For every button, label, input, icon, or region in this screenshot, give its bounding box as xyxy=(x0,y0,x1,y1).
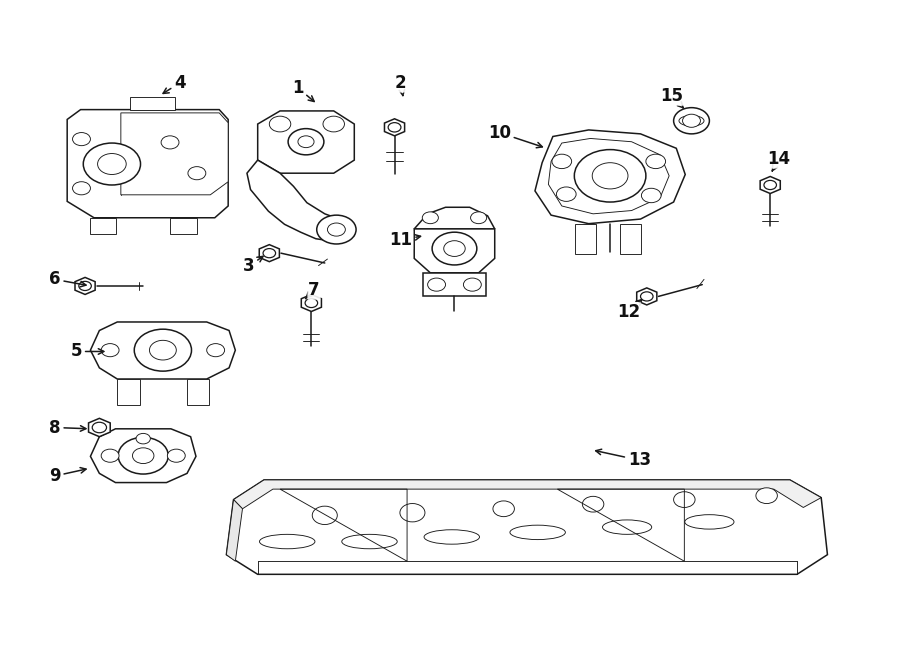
Text: 12: 12 xyxy=(617,299,642,321)
Circle shape xyxy=(149,340,176,360)
Polygon shape xyxy=(423,273,486,296)
Circle shape xyxy=(288,129,324,155)
Text: 5: 5 xyxy=(70,342,104,360)
Circle shape xyxy=(574,149,646,202)
Circle shape xyxy=(136,434,150,444)
Polygon shape xyxy=(227,500,242,561)
Circle shape xyxy=(269,116,291,132)
Circle shape xyxy=(298,136,314,147)
Polygon shape xyxy=(414,208,495,229)
Circle shape xyxy=(400,504,425,522)
Polygon shape xyxy=(247,160,355,242)
Text: 2: 2 xyxy=(395,74,407,96)
Circle shape xyxy=(582,496,604,512)
Text: 11: 11 xyxy=(390,231,420,249)
Circle shape xyxy=(682,114,700,128)
Text: 15: 15 xyxy=(661,87,683,108)
Polygon shape xyxy=(227,480,827,574)
Circle shape xyxy=(118,438,168,474)
Text: 14: 14 xyxy=(768,150,791,171)
Ellipse shape xyxy=(259,534,315,549)
Polygon shape xyxy=(117,379,140,405)
Polygon shape xyxy=(170,217,197,234)
Circle shape xyxy=(79,282,91,291)
Polygon shape xyxy=(414,229,495,273)
Circle shape xyxy=(552,154,572,169)
Polygon shape xyxy=(90,429,196,483)
Text: 9: 9 xyxy=(49,467,86,485)
Ellipse shape xyxy=(602,520,652,534)
Polygon shape xyxy=(259,245,279,262)
Circle shape xyxy=(592,163,628,189)
Circle shape xyxy=(646,154,666,169)
Circle shape xyxy=(134,329,192,371)
Circle shape xyxy=(388,123,400,132)
Circle shape xyxy=(263,249,275,258)
Polygon shape xyxy=(302,294,321,311)
Circle shape xyxy=(305,298,318,307)
Circle shape xyxy=(73,182,90,195)
Polygon shape xyxy=(384,119,405,136)
Polygon shape xyxy=(257,111,355,173)
Circle shape xyxy=(73,133,90,145)
Ellipse shape xyxy=(685,515,734,529)
Circle shape xyxy=(673,492,695,508)
Circle shape xyxy=(101,449,119,462)
Ellipse shape xyxy=(510,525,565,539)
Circle shape xyxy=(97,153,126,175)
Text: 6: 6 xyxy=(49,270,86,288)
Circle shape xyxy=(323,116,345,132)
Text: 13: 13 xyxy=(596,449,652,469)
Text: 4: 4 xyxy=(163,74,185,93)
Circle shape xyxy=(764,180,777,190)
Polygon shape xyxy=(121,113,229,195)
Circle shape xyxy=(317,215,356,244)
Circle shape xyxy=(422,212,438,223)
Polygon shape xyxy=(575,223,596,254)
Polygon shape xyxy=(760,176,780,194)
Text: 1: 1 xyxy=(292,79,314,102)
Circle shape xyxy=(207,344,225,357)
Polygon shape xyxy=(187,379,210,405)
Polygon shape xyxy=(75,278,95,294)
Text: 7: 7 xyxy=(305,281,320,299)
Circle shape xyxy=(464,278,482,292)
Polygon shape xyxy=(535,130,685,223)
Circle shape xyxy=(641,292,653,301)
Polygon shape xyxy=(233,480,821,509)
Circle shape xyxy=(84,143,140,185)
Circle shape xyxy=(167,449,185,462)
Circle shape xyxy=(493,501,515,517)
Circle shape xyxy=(432,232,477,265)
Polygon shape xyxy=(548,138,669,214)
Text: 8: 8 xyxy=(49,418,86,436)
Circle shape xyxy=(556,187,576,202)
Ellipse shape xyxy=(342,534,397,549)
Polygon shape xyxy=(88,418,110,437)
Circle shape xyxy=(312,506,338,525)
Circle shape xyxy=(132,447,154,463)
Circle shape xyxy=(428,278,446,292)
Polygon shape xyxy=(90,322,235,379)
Circle shape xyxy=(92,422,106,433)
Circle shape xyxy=(444,241,465,256)
Circle shape xyxy=(642,188,662,203)
Ellipse shape xyxy=(679,116,704,126)
Circle shape xyxy=(328,223,346,236)
Ellipse shape xyxy=(424,529,480,544)
Polygon shape xyxy=(636,288,657,305)
Circle shape xyxy=(673,108,709,134)
Polygon shape xyxy=(68,110,229,217)
Circle shape xyxy=(188,167,206,180)
Circle shape xyxy=(756,488,778,504)
Text: 10: 10 xyxy=(488,124,543,148)
Text: 3: 3 xyxy=(243,256,263,275)
Circle shape xyxy=(161,136,179,149)
Circle shape xyxy=(101,344,119,357)
Polygon shape xyxy=(620,223,641,254)
Polygon shape xyxy=(89,217,116,234)
Circle shape xyxy=(471,212,487,223)
Polygon shape xyxy=(130,97,175,110)
